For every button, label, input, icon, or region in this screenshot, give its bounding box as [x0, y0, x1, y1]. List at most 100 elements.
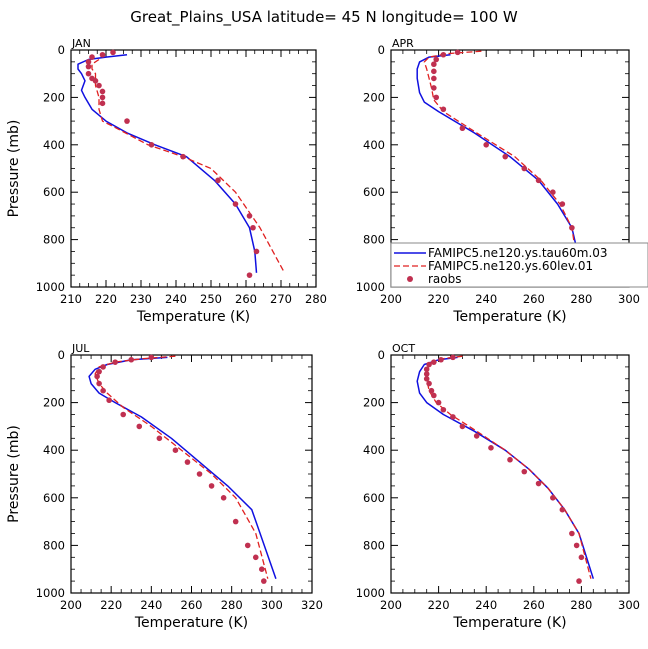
- legend-label-raobs: raobs: [428, 272, 462, 286]
- raobs-point-apr: [433, 94, 440, 101]
- raobs-point-jan: [85, 63, 92, 70]
- raobs-point-jul: [184, 459, 191, 465]
- tau60m-line-jan: [77, 53, 258, 273]
- y-tick-label-apr: 800: [363, 233, 385, 247]
- x-tick-label-jan: 270: [270, 292, 292, 306]
- x-tick-label-jan: 230: [130, 292, 152, 306]
- 60lev-line-apr: [423, 50, 580, 276]
- raobs-point-apr: [483, 142, 490, 148]
- x-tick-label-jul: 260: [181, 598, 203, 612]
- raobs-point-oct: [578, 554, 585, 561]
- raobs-point-apr: [454, 49, 461, 56]
- raobs-point-apr: [502, 153, 509, 160]
- raobs-point-jan: [96, 82, 102, 89]
- panel-jul: 200 220 240 260 280 300 320 0 200 400 600 800 1000 JU…: [6, 342, 323, 631]
- raobs-point-jul: [106, 397, 112, 404]
- raobs-point-apr: [431, 68, 437, 75]
- raobs-point-apr: [431, 85, 437, 91]
- raobs-point-oct: [573, 542, 580, 549]
- 60lev-line-jan: [91, 58, 286, 274]
- raobs-point-apr: [440, 106, 447, 113]
- x-tick-label-oct: 220: [428, 598, 450, 612]
- raobs-point-jul: [232, 518, 239, 525]
- panel-label-apr: APR: [392, 37, 414, 50]
- raobs-point-jan: [232, 201, 239, 207]
- raobs-point-oct: [423, 371, 430, 377]
- raobs-point-oct: [423, 376, 430, 382]
- raobs-point-oct: [431, 392, 437, 399]
- panel-label-jul: JUL: [71, 342, 90, 355]
- raobs-point-oct: [488, 445, 494, 451]
- y-tick-label-jul: 800: [43, 538, 65, 552]
- raobs-point-oct: [521, 468, 528, 475]
- raobs-point-jan: [180, 153, 186, 160]
- raobs-point-oct: [435, 399, 442, 406]
- raobs-point-jan: [99, 100, 106, 107]
- raobs-point-jul: [96, 380, 102, 387]
- y-tick-label-jul: 400: [43, 443, 65, 457]
- x-tick-label-oct: 200: [380, 598, 402, 612]
- x-tick-label-jan: 240: [165, 292, 187, 306]
- tau60m-line-oct: [416, 356, 595, 579]
- raobs-point-jan: [85, 59, 92, 65]
- raobs-point-jan: [246, 272, 253, 278]
- plot-frame-jan: [70, 49, 317, 288]
- raobs-point-apr: [431, 75, 437, 82]
- x-tick-label-apr: 260: [523, 292, 545, 306]
- x-axis-title-oct: Temperature (K): [452, 615, 566, 631]
- y-tick-label-jan: 600: [43, 185, 65, 199]
- raobs-point-jan: [85, 70, 92, 77]
- raobs-point-jul: [252, 554, 259, 561]
- y-tick-label-oct: 600: [363, 491, 385, 505]
- raobs-point-jul: [120, 411, 127, 418]
- legend: FAMIPC5.ne120.ys.tau60m.03 FAMIPC5.ne120…: [390, 242, 648, 288]
- y-tick-label-jul: 200: [43, 396, 65, 410]
- raobs-point-oct: [431, 359, 437, 365]
- x-tick-label-jul: 300: [261, 598, 283, 612]
- x-tick-label-oct: 280: [570, 598, 592, 612]
- y-tick-label-jan: 1000: [36, 280, 65, 294]
- raobs-point-apr: [535, 177, 542, 184]
- y-tick-label-jan: 800: [43, 233, 65, 247]
- raobs-point-jul: [148, 354, 155, 361]
- panel-jan: 210 220 230 240 250 260 270 280 0 200 400 600 800 100…: [6, 37, 327, 325]
- x-tick-label-oct: 240: [475, 598, 497, 612]
- x-tick-label-jul: 240: [140, 598, 162, 612]
- raobs-point-oct: [535, 480, 542, 487]
- x-tick-label-jul: 200: [60, 598, 82, 612]
- raobs-point-jan: [124, 118, 130, 124]
- x-tick-label-oct: 260: [523, 598, 545, 612]
- raobs-point-jan: [110, 49, 116, 56]
- raobs-point-jan: [246, 213, 253, 219]
- raobs-point-oct: [440, 406, 447, 413]
- raobs-point-apr: [433, 56, 440, 63]
- y-tick-label-apr: 200: [363, 90, 385, 104]
- y-axis-title-jul: Pressure (mb): [6, 425, 22, 523]
- y-tick-label-apr: 1000: [356, 280, 385, 294]
- raobs-point-apr: [459, 125, 466, 132]
- legend-box: [390, 242, 648, 288]
- y-axis-title-jan: Pressure (mb): [6, 120, 22, 218]
- raobs-point-jan: [253, 248, 260, 255]
- x-tick-label-apr: 280: [570, 292, 592, 306]
- x-axis-title-apr: Temperature (K): [452, 309, 566, 325]
- y-tick-label-oct: 0: [378, 348, 385, 362]
- raobs-point-oct: [428, 387, 435, 394]
- raobs-point-oct: [576, 578, 582, 584]
- raobs-point-jul: [244, 542, 251, 549]
- y-tick-label-apr: 0: [378, 43, 385, 57]
- x-tick-label-apr: 240: [475, 292, 497, 306]
- x-tick-label-jan: 220: [95, 292, 117, 306]
- raobs-point-jul: [156, 435, 163, 442]
- y-tick-label-jul: 600: [43, 491, 65, 505]
- raobs-point-jan: [148, 142, 155, 148]
- raobs-point-apr: [569, 224, 575, 231]
- x-axis-title-jul: Temperature (K): [134, 615, 248, 631]
- 60lev-line-jul: [94, 355, 269, 579]
- y-tick-label-oct: 800: [363, 538, 385, 552]
- raobs-point-jul: [258, 566, 265, 572]
- panels: 210 220 230 240 250 260 270 280 0 200 400 600 800 100…: [6, 37, 640, 631]
- raobs-point-jul: [100, 387, 106, 394]
- raobs-point-jul: [96, 368, 102, 375]
